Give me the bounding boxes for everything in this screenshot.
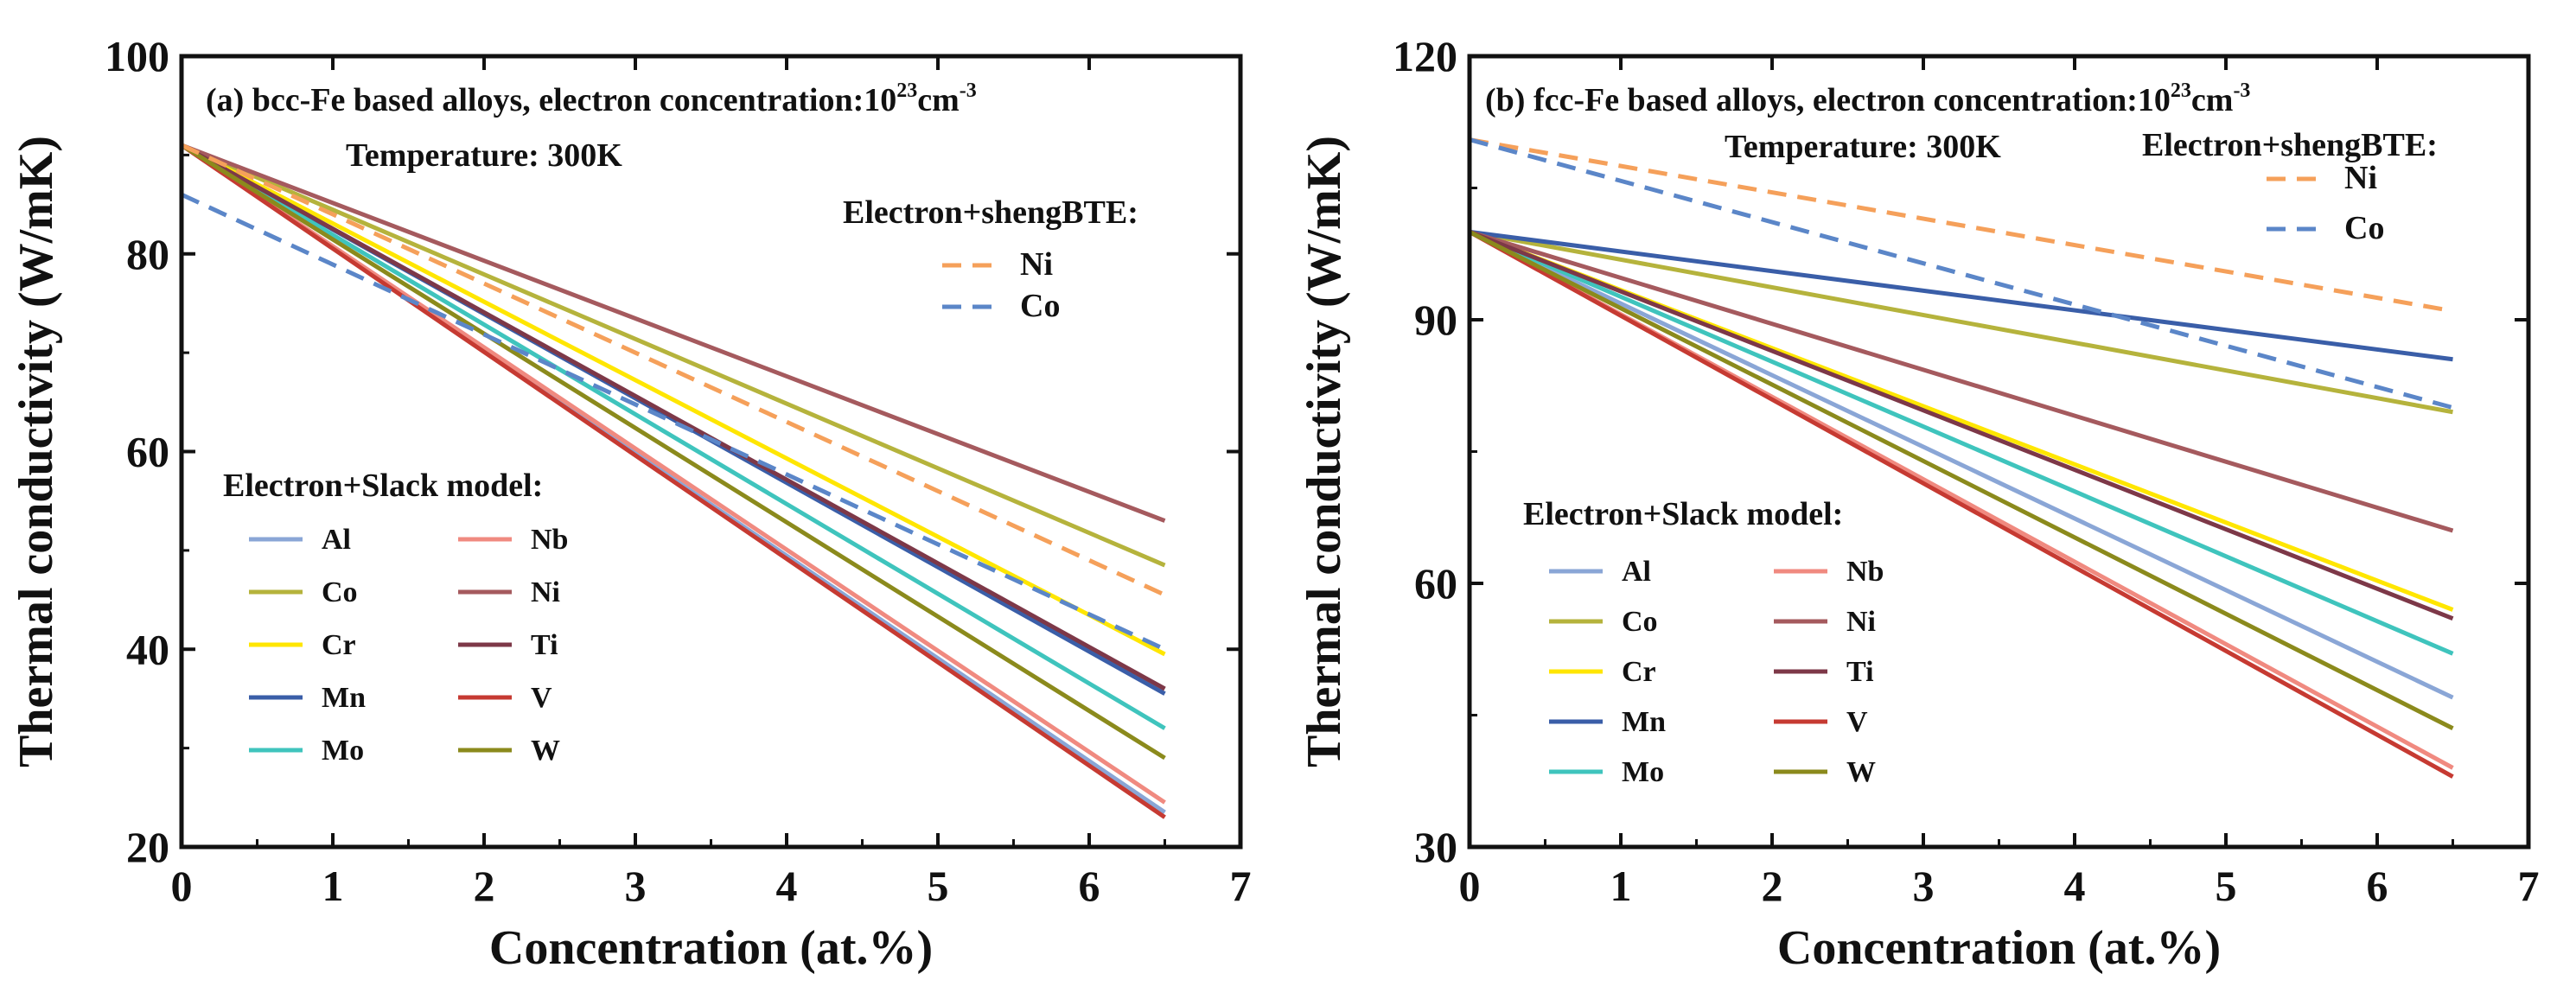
- plot-frame: [179, 54, 1243, 850]
- series-line-slack-v: [1468, 230, 2454, 779]
- series-line-slack-w: [1468, 230, 2454, 730]
- series-line-slack-co: [181, 143, 1166, 568]
- series-line-slack-w: [180, 143, 1166, 761]
- series-line-slack-al: [1468, 230, 2454, 700]
- legend-label-slack-cr: Cr: [322, 629, 356, 661]
- chart-title-text: (a) bcc-Fe based alloys, electron concen…: [206, 82, 896, 118]
- chart-title: (a) bcc-Fe based alloys, electron concen…: [206, 80, 977, 118]
- legend-label-slack-mn: Mn: [322, 682, 366, 714]
- x-tick-label: 5: [928, 862, 949, 910]
- legend-title-bte: Electron+shengBTE:: [843, 194, 1138, 231]
- series-line-slack-mn: [1469, 229, 2453, 362]
- legend-label-bte-co: Co: [2344, 210, 2384, 246]
- series-line-slack-ti: [180, 143, 1166, 691]
- legend-title-bte: Electron+shengBTE:: [2142, 127, 2438, 163]
- legend-label-slack-co: Co: [322, 576, 358, 608]
- legend-label-slack-ti: Ti: [531, 629, 558, 661]
- series-line-bte-co: [1469, 137, 2454, 411]
- chart-title-unit-sup: -3: [2233, 80, 2250, 102]
- x-tick-label: 5: [2216, 862, 2237, 910]
- x-tick-label: 4: [2064, 862, 2086, 910]
- series-line-slack-ni: [181, 143, 1166, 523]
- series-line-slack-co: [1469, 229, 2453, 415]
- legend-label-slack-nb: Nb: [1846, 556, 1884, 588]
- series-line-slack-mo: [180, 143, 1166, 730]
- x-tick-label: 6: [2367, 862, 2388, 910]
- y-tick-label: 90: [1414, 296, 1457, 344]
- y-tick-label: 40: [126, 625, 169, 673]
- x-tick-label: 3: [1913, 862, 1935, 910]
- chart-title-unit: cm: [917, 82, 960, 118]
- series-line-slack-cr: [180, 143, 1166, 657]
- series-line-bte-ni: [1469, 137, 2453, 314]
- x-axis-label: Concentration (at.%): [489, 921, 933, 975]
- chart-subtitle: Temperature: 300K: [1725, 129, 2001, 165]
- legend-label-slack-v: V: [531, 682, 552, 714]
- series-line-slack-v: [180, 143, 1166, 819]
- chart-title-sup: 23: [896, 80, 917, 102]
- legend-label-bte-ni: Ni: [2344, 160, 2377, 196]
- x-tick-label: 3: [625, 862, 647, 910]
- chart-title-sup: 23: [2171, 80, 2191, 102]
- x-tick-label: 1: [1610, 862, 1632, 910]
- legend-label-slack-w: W: [1846, 756, 1876, 788]
- x-tick-label: 0: [1459, 862, 1481, 910]
- y-tick-label: 100: [105, 32, 169, 80]
- chart-title-unit: cm: [2191, 82, 2234, 118]
- legend-label-slack-ti: Ti: [1846, 656, 1874, 688]
- legend-label-slack-mn: Mn: [1622, 706, 1666, 738]
- y-axis-label: Thermal conductivity (W/mK): [1298, 136, 1351, 767]
- y-tick-label: 80: [126, 230, 169, 278]
- chart-title: (b) fcc-Fe based alloys, electron concen…: [1485, 80, 2250, 118]
- x-tick-label: 7: [1230, 862, 1252, 910]
- y-axis-label: Thermal conductivity (W/mK): [10, 136, 63, 767]
- x-tick-label: 0: [171, 862, 193, 910]
- x-tick-label: 4: [776, 862, 798, 910]
- series-line-slack-ni: [1469, 229, 2454, 533]
- legend-label-bte-co: Co: [1020, 288, 1060, 324]
- y-tick-label: 60: [126, 428, 169, 476]
- x-tick-label: 6: [1079, 862, 1100, 910]
- legend-label-slack-w: W: [531, 735, 560, 767]
- legend-label-slack-al: Al: [322, 524, 351, 556]
- series-line-slack-mo: [1469, 230, 2454, 656]
- legend-label-slack-nb: Nb: [531, 524, 568, 556]
- chart-title-unit-sup: -3: [960, 80, 977, 102]
- y-tick-label: 60: [1414, 559, 1457, 608]
- legend-label-bte-ni: Ni: [1020, 246, 1053, 283]
- legend-label-slack-al: Al: [1622, 556, 1651, 588]
- x-axis-label: Concentration (at.%): [1777, 921, 2221, 975]
- x-tick-label: 2: [1762, 862, 1783, 910]
- series-line-slack-ti: [1469, 230, 2454, 621]
- y-tick-label: 120: [1393, 32, 1457, 80]
- chart-subtitle: Temperature: 300K: [346, 137, 622, 174]
- x-tick-label: 1: [322, 862, 344, 910]
- y-tick-label: 30: [1414, 823, 1457, 871]
- legend-label-slack-ni: Ni: [531, 576, 560, 608]
- x-tick-label: 7: [2518, 862, 2540, 910]
- chart-title-text: (b) fcc-Fe based alloys, electron concen…: [1485, 82, 2171, 118]
- legend-label-slack-ni: Ni: [1846, 606, 1876, 638]
- legend-label-slack-mo: Mo: [1622, 756, 1664, 788]
- legend-label-slack-v: V: [1846, 706, 1868, 738]
- y-tick-label: 20: [126, 823, 169, 871]
- legend-title-slack: Electron+Slack model:: [1523, 496, 1843, 532]
- legend-label-slack-co: Co: [1622, 606, 1658, 638]
- legend-label-slack-mo: Mo: [322, 735, 364, 767]
- x-tick-label: 2: [474, 862, 495, 910]
- legend-label-slack-cr: Cr: [1622, 656, 1656, 688]
- legend-title-slack: Electron+Slack model:: [223, 468, 543, 504]
